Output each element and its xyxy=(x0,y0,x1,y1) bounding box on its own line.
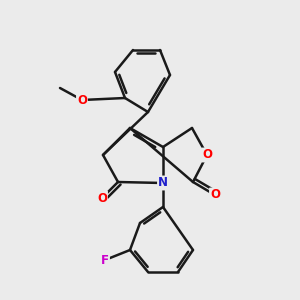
Text: N: N xyxy=(158,176,168,190)
Text: O: O xyxy=(97,191,107,205)
Text: O: O xyxy=(77,94,87,106)
Text: O: O xyxy=(202,148,212,161)
Text: O: O xyxy=(210,188,220,202)
Text: F: F xyxy=(101,254,109,266)
